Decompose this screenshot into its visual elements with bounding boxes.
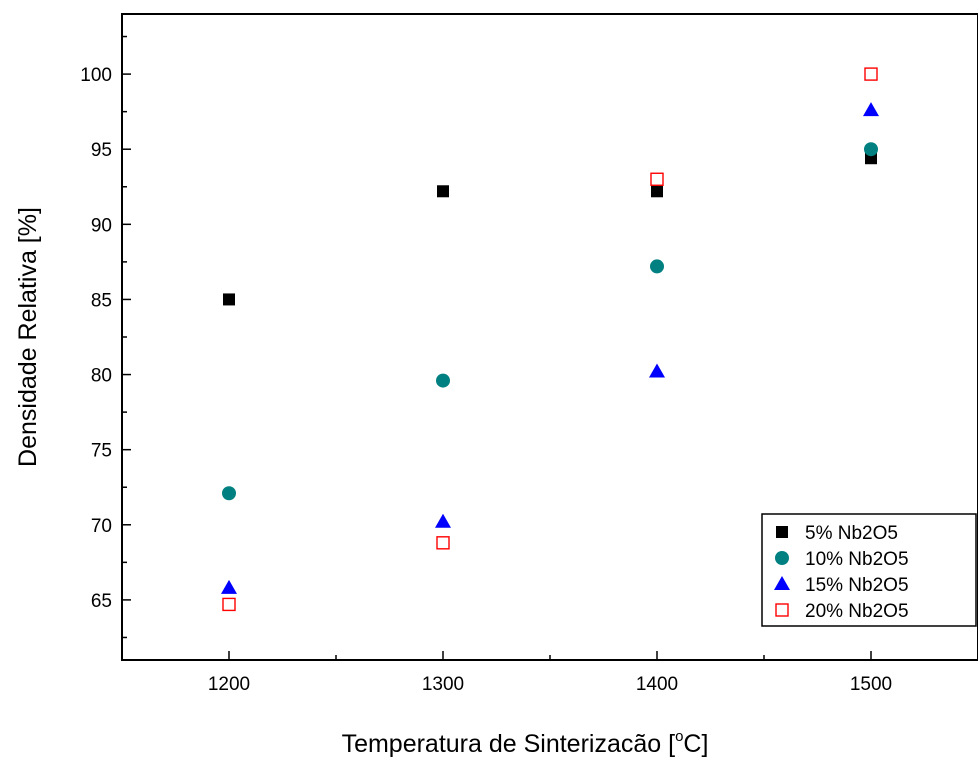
legend-marker-1	[776, 526, 788, 538]
data-point-series-2	[436, 373, 450, 388]
y-tick-label: 85	[91, 290, 112, 311]
x-axis-title-end: C]	[683, 730, 708, 758]
legend-marker-4	[775, 603, 789, 617]
y-axis-title: Densidade Relativa [%]	[14, 207, 42, 467]
x-axis-title: Temperatura de Sinterizacão [oC]	[342, 728, 709, 758]
y-tick-label: 70	[91, 516, 112, 537]
legend-label-1: 5% Nb2O5	[805, 523, 898, 544]
data-point-series-4	[436, 536, 450, 550]
x-tick-label: 1200	[208, 674, 250, 695]
x-axis-title-main: Temperatura de Sinterizacão [	[342, 730, 676, 758]
data-point-series-4	[864, 67, 878, 81]
x-axis-title-superscript: o	[675, 728, 683, 745]
legend: 5% Nb2O5 10% Nb2O5 15% Nb2O5 20% Nb2O5	[761, 513, 977, 627]
data-point-series-4	[222, 597, 236, 612]
y-tick-label: 90	[91, 215, 112, 236]
data-point-series-2	[650, 259, 664, 274]
y-tick-label: 75	[91, 441, 112, 462]
legend-marker-2	[775, 551, 789, 565]
data-point-series-2	[864, 142, 878, 157]
data-point-series-1	[651, 185, 663, 198]
data-point-series-3	[863, 102, 879, 117]
legend-label-2: 10% Nb2O5	[805, 549, 909, 570]
data-point-series-1	[223, 293, 235, 306]
data-point-series-3	[221, 579, 237, 594]
legend-box	[761, 513, 977, 627]
data-point-series-3	[435, 513, 451, 528]
y-tick-label: 100	[80, 65, 112, 86]
data-point-series-4	[650, 172, 664, 186]
data-point-series-1	[437, 185, 449, 198]
data-point-series-2	[222, 486, 236, 501]
x-tick-label: 1300	[422, 674, 464, 695]
legend-marker-3	[774, 576, 790, 590]
x-axis: 1200 1300 1400 1500	[121, 651, 978, 695]
y-tick-label: 65	[91, 591, 112, 612]
legend-label-4: 20% Nb2O5	[805, 601, 909, 622]
data-points	[221, 67, 879, 612]
x-tick-label: 1500	[850, 674, 892, 695]
y-axis: 65 70 75 80 85 90 95 100	[80, 35, 131, 639]
y-tick-label: 80	[91, 366, 112, 387]
legend-label-3: 15% Nb2O5	[805, 575, 909, 596]
x-tick-label: 1400	[636, 674, 678, 695]
data-point-series-3	[649, 363, 665, 378]
y-tick-label: 95	[91, 140, 112, 161]
